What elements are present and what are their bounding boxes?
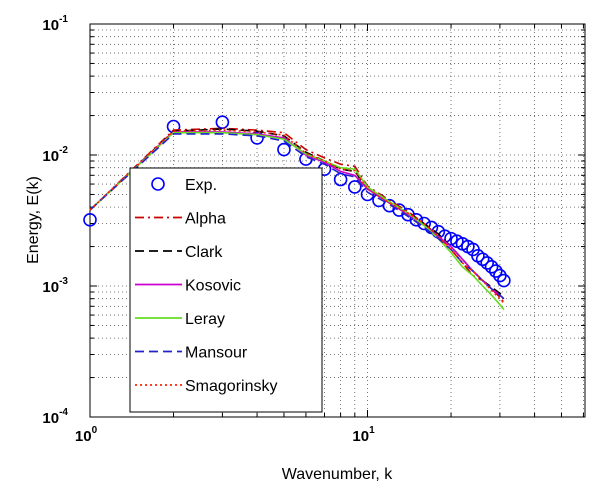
exp-data-point <box>475 252 490 267</box>
exp-data-point <box>444 231 458 246</box>
exp-data-point <box>489 264 503 278</box>
legend-label-leray: Leray <box>185 311 225 328</box>
y-tick-label: 10-4 <box>42 407 68 427</box>
y-tick-label: 10-3 <box>42 276 68 296</box>
exp-data-point <box>333 172 348 187</box>
exp-data-point <box>348 180 362 194</box>
series-layer <box>83 115 511 311</box>
x-axis-label: Wavenumber, k <box>282 466 394 483</box>
legend-label-mansour: Mansour <box>185 345 248 362</box>
exp-data-point <box>83 213 97 227</box>
legend: Exp. Alpha Clark Kosovic Leray Mansour Smagori… <box>129 167 323 413</box>
x-tick-label: 101 <box>352 425 375 445</box>
y-axis-label: Energy, E(k) <box>25 176 42 264</box>
leray-series-line <box>89 131 505 311</box>
legend-box <box>129 167 323 413</box>
plot-frame <box>89 23 586 418</box>
mansour-series-line <box>89 133 505 300</box>
legend-marker-exp <box>151 177 165 191</box>
axis-ticks <box>89 24 585 418</box>
alpha-series-line <box>89 127 505 303</box>
legend-label-smagorinsky: Smagorinsky <box>185 378 277 395</box>
legend-label-exp: Exp. <box>185 177 217 194</box>
exp-data-point <box>484 260 499 274</box>
y-tick-label: 10-1 <box>42 14 68 34</box>
exp-data-point <box>497 273 511 288</box>
grid-lines <box>90 24 585 417</box>
legend-label-kosovic: Kosovic <box>185 278 241 295</box>
y-tick-label: 10-2 <box>42 145 68 165</box>
exp-data-point <box>215 115 230 129</box>
exp-data-point <box>409 213 424 227</box>
legend-label-clark: Clark <box>185 244 223 261</box>
tick-labels: 100 101 10-1 10-2 10-3 10-4 <box>42 14 375 445</box>
exp-data-point <box>277 142 291 157</box>
legend-label-alpha: Alpha <box>185 211 226 228</box>
exp-data-point <box>480 256 495 270</box>
x-tick-label: 100 <box>75 425 98 445</box>
